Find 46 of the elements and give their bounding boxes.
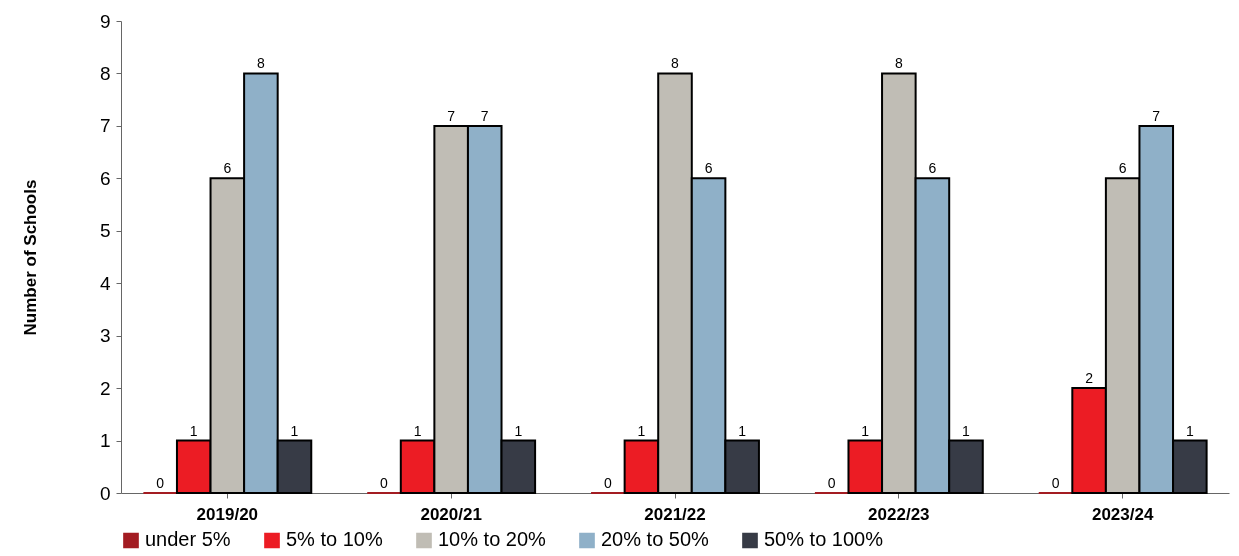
data-label: 6	[223, 160, 232, 177]
y-tick-label: 3	[99, 325, 111, 347]
x-tick-label: 2019/20	[196, 504, 259, 524]
legend-label: 20% to 50%	[601, 528, 710, 551]
y-tick-label: 8	[99, 62, 111, 84]
data-label: 1	[738, 422, 747, 439]
x-tick-label: 2021/22	[644, 504, 706, 524]
y-tick-label: 1	[99, 430, 111, 452]
y-tick-label: 2	[99, 377, 111, 399]
data-label: 1	[514, 422, 523, 439]
y-tick-label: 4	[99, 272, 111, 294]
y-tick-label: 7	[99, 115, 111, 137]
x-tick-label: 2022/23	[868, 504, 930, 524]
data-label: 6	[928, 160, 937, 177]
y-tick-label: 9	[99, 10, 111, 32]
legend-label: under 5%	[145, 528, 231, 551]
data-label: 1	[1185, 422, 1194, 439]
x-tick-label: 2020/21	[420, 504, 482, 524]
data-label: 8	[257, 55, 265, 72]
data-label: 6	[704, 160, 713, 177]
y-tick-label: 0	[99, 482, 111, 504]
x-tick-label: 2023/24	[1091, 504, 1154, 524]
data-label: 1	[637, 422, 646, 439]
legend-label: 10% to 20%	[438, 528, 547, 551]
data-label: 0	[1051, 475, 1060, 491]
data-label: 0	[603, 475, 612, 491]
data-label: 8	[894, 55, 903, 72]
data-label: 7	[447, 107, 456, 124]
y-axis-title: Number of Schools	[20, 179, 40, 336]
data-label: 7	[1152, 107, 1161, 124]
legend-label: 5% to 10%	[286, 528, 383, 551]
data-label: 1	[189, 422, 198, 439]
data-label: 0	[827, 475, 836, 491]
y-tick-label: 6	[99, 167, 111, 189]
y-tick-label: 5	[99, 220, 111, 242]
data-label: 7	[480, 107, 489, 124]
data-label: 0	[156, 475, 165, 491]
data-label: 0	[380, 475, 389, 491]
data-label: 1	[861, 422, 870, 439]
data-label: 1	[413, 422, 422, 439]
data-label: 8	[671, 55, 680, 72]
data-label: 2	[1085, 370, 1094, 387]
data-label: 6	[1118, 160, 1127, 177]
data-label: 1	[962, 422, 971, 439]
data-label: 1	[290, 422, 299, 439]
legend-label: 50% to 100%	[764, 528, 884, 551]
